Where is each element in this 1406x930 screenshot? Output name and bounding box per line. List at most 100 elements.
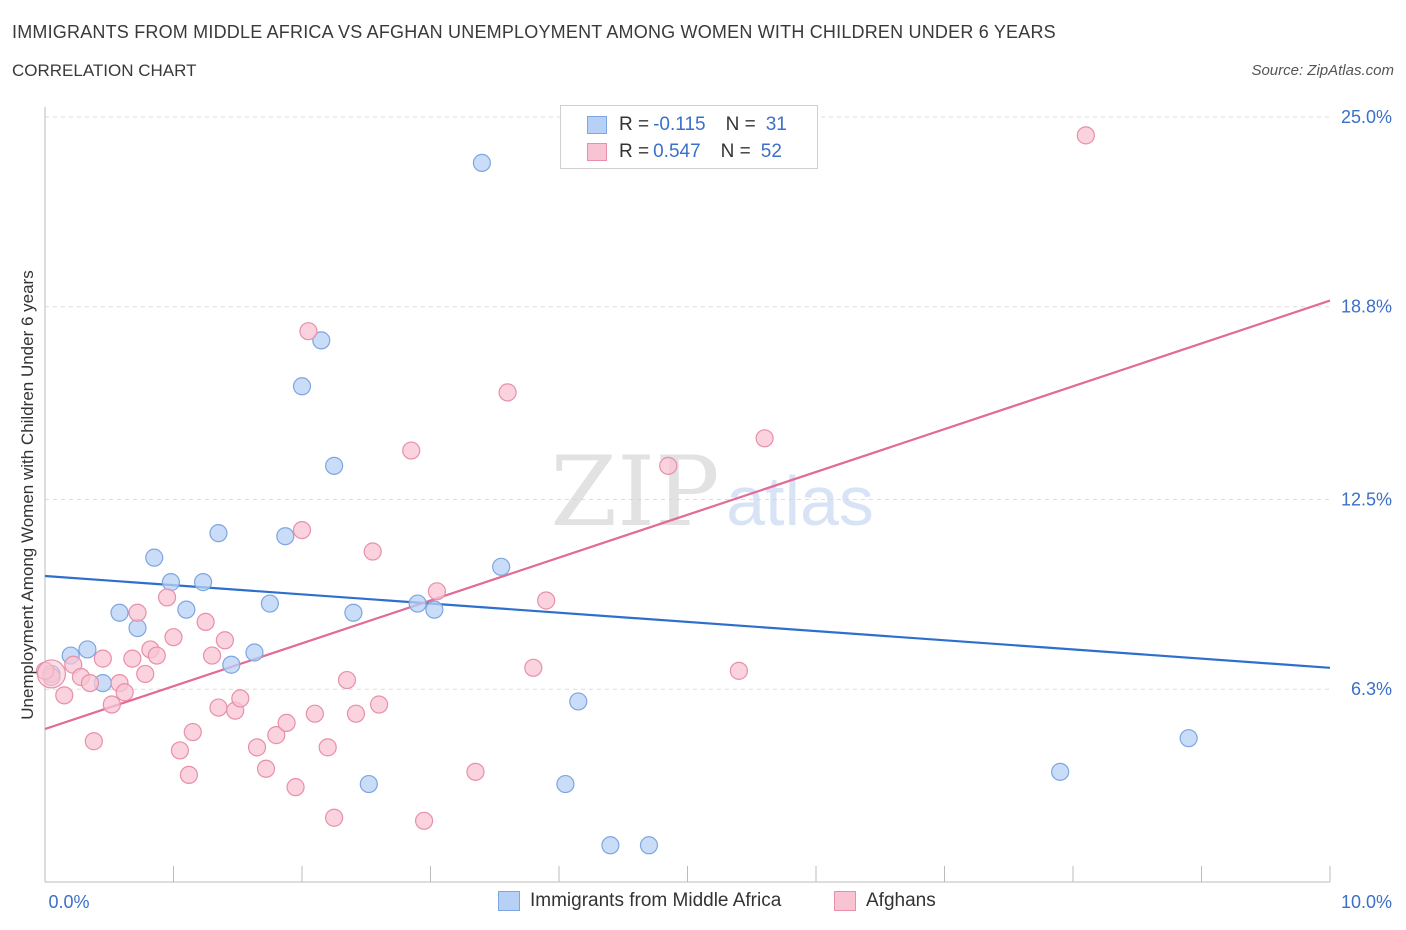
x-tick-label: 0.0% xyxy=(48,892,89,912)
point-afghans xyxy=(267,726,286,745)
point-middle-africa xyxy=(344,603,363,622)
point-afghans xyxy=(231,689,250,708)
point-middle-africa xyxy=(145,548,164,567)
point-middle-africa xyxy=(1179,729,1198,748)
point-afghans xyxy=(363,542,382,561)
point-middle-africa xyxy=(569,692,588,711)
point-afghans xyxy=(84,732,103,751)
point-afghans xyxy=(55,686,74,705)
watermark-atlas: atlas xyxy=(726,462,874,540)
y-axis-title: Unemployment Among Women with Children U… xyxy=(18,270,37,720)
point-afghans xyxy=(102,695,121,714)
point-middle-africa xyxy=(312,331,331,350)
point-afghans xyxy=(427,582,447,601)
point-middle-africa xyxy=(222,655,241,674)
point-afghans xyxy=(80,673,100,693)
stats-row-pink: R = 0.547 N = 52 xyxy=(587,139,782,165)
point-middle-africa xyxy=(161,573,181,592)
source-credit: Source: ZipAtlas.com xyxy=(1251,62,1394,79)
point-afghans xyxy=(286,778,305,797)
r-value-pink: 0.547 xyxy=(653,141,701,162)
legend-item-blue[interactable]: Immigrants from Middle Africa xyxy=(498,890,781,912)
point-afghans xyxy=(498,383,517,402)
n-label: N = xyxy=(725,114,756,135)
point-afghans xyxy=(247,738,267,757)
point-middle-africa xyxy=(260,594,279,613)
pink-swatch xyxy=(587,143,607,161)
watermark-zip: ZIP xyxy=(550,436,719,548)
point-afghans xyxy=(123,649,142,668)
n-value-blue: 31 xyxy=(765,114,787,135)
point-middle-africa xyxy=(276,527,295,546)
point-middle-africa xyxy=(408,594,427,613)
point-middle-africa xyxy=(1051,762,1070,781)
point-afghans xyxy=(1076,126,1095,145)
point-afghans xyxy=(196,612,215,632)
point-afghans xyxy=(277,713,296,732)
stats-row-blue: R = -0.115 N = 31 xyxy=(587,112,787,138)
r-label: R = xyxy=(619,114,650,135)
point-afghans xyxy=(256,759,276,778)
y-tick-label: 25.0% xyxy=(1341,107,1392,127)
point-afghans xyxy=(93,649,112,668)
point-afghans xyxy=(524,658,543,677)
axes xyxy=(44,107,1331,883)
y-tick-label: 18.8% xyxy=(1341,297,1392,317)
point-afghans xyxy=(292,520,312,540)
r-label: R = xyxy=(619,141,650,162)
point-middle-africa xyxy=(325,456,344,475)
point-afghans xyxy=(202,646,222,665)
trend-line-middle-africa xyxy=(44,574,1331,669)
point-afghans xyxy=(128,603,147,622)
chart-subtitle: CORRELATION CHART xyxy=(12,61,197,80)
point-middle-africa xyxy=(601,836,620,855)
point-middle-africa xyxy=(209,524,228,543)
point-afghans xyxy=(318,738,337,757)
point-middle-africa xyxy=(110,603,129,622)
chart-title: IMMIGRANTS FROM MIDDLE AFRICA VS AFGHAN … xyxy=(12,22,1056,42)
point-afghans xyxy=(729,661,749,680)
grid-lines xyxy=(45,116,1330,690)
point-afghans xyxy=(325,808,344,827)
legend-blue-label: Immigrants from Middle Africa xyxy=(530,890,782,911)
point-afghans xyxy=(414,811,434,830)
point-afghans xyxy=(136,664,155,684)
point-afghans xyxy=(659,456,678,475)
point-afghans xyxy=(147,646,166,665)
point-afghans xyxy=(164,628,183,647)
point-middle-africa xyxy=(245,643,264,662)
point-middle-africa xyxy=(78,640,97,659)
point-middle-africa xyxy=(492,557,511,576)
point-afghans xyxy=(183,722,202,742)
point-middle-africa xyxy=(359,774,378,794)
point-afghans xyxy=(755,429,774,448)
point-middle-africa xyxy=(292,377,312,396)
legend-pink-label: Afghans xyxy=(866,890,936,911)
n-value-pink: 52 xyxy=(760,141,782,162)
point-middle-africa xyxy=(639,836,659,855)
y-tick-label: 12.5% xyxy=(1341,490,1392,510)
point-afghans xyxy=(337,670,357,690)
point-middle-africa xyxy=(193,573,213,592)
point-cluster xyxy=(36,659,67,689)
point-afghans xyxy=(170,741,190,760)
point-middle-africa xyxy=(556,774,575,794)
point-afghans xyxy=(157,588,177,607)
point-afghans xyxy=(346,704,366,723)
point-afghans xyxy=(402,441,421,460)
point-afghans xyxy=(215,631,234,650)
point-afghans xyxy=(299,322,318,341)
point-afghans xyxy=(305,704,324,723)
point-afghans xyxy=(537,591,556,610)
y-tick-label: 6.3% xyxy=(1351,679,1392,699)
point-middle-africa xyxy=(425,600,444,619)
tick-labels: 6.3% 12.5% 18.8% 25.0% 0.0% 10.0% xyxy=(48,107,1392,912)
blue-swatch xyxy=(587,116,607,134)
point-afghans xyxy=(115,683,134,702)
point-middle-africa xyxy=(472,153,491,172)
r-value-blue: -0.115 xyxy=(653,114,706,135)
point-middle-africa xyxy=(177,600,196,619)
legend-item-pink[interactable]: Afghans xyxy=(834,890,936,912)
legend-blue-swatch xyxy=(498,891,520,911)
